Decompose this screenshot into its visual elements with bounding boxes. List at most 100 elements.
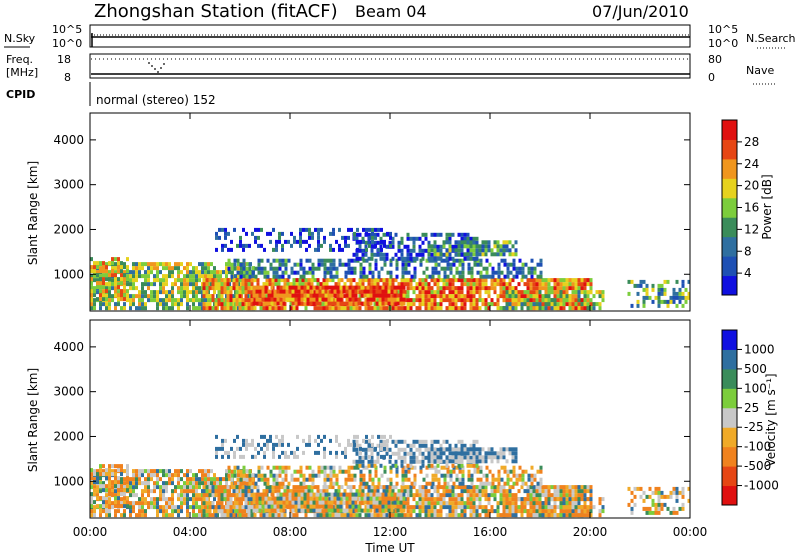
heatmap-cell	[358, 306, 362, 311]
heatmap-cell	[108, 497, 111, 502]
heatmap-cell	[343, 513, 347, 518]
heatmap-cell	[138, 294, 141, 299]
heatmap-cell	[389, 262, 393, 267]
heatmap-cell	[282, 504, 286, 509]
heatmap-cell	[457, 455, 461, 460]
heatmap-cell	[171, 286, 174, 291]
heatmap-cell	[541, 282, 545, 287]
heatmap-cell	[387, 297, 391, 302]
heatmap-cell	[375, 492, 379, 497]
heatmap-cell	[373, 252, 377, 257]
heatmap-cell	[334, 505, 338, 510]
heatmap-cell	[391, 236, 395, 241]
heatmap-cell	[496, 501, 500, 506]
heatmap-cell	[266, 481, 270, 486]
heatmap-cell	[207, 266, 210, 271]
heatmap-cell	[250, 493, 254, 498]
heatmap-cell	[111, 489, 114, 494]
heatmap-cell	[535, 485, 539, 490]
heatmap-cell	[93, 261, 96, 266]
heatmap-cell	[466, 455, 470, 460]
heatmap-cell	[341, 469, 345, 474]
heatmap-cell	[357, 301, 361, 306]
heatmap-cell	[205, 497, 209, 502]
heatmap-cell	[511, 447, 515, 452]
heatmap-cell	[242, 227, 245, 232]
heatmap-cell	[466, 252, 470, 257]
heatmap-cell	[499, 252, 503, 257]
heatmap-cell	[272, 258, 276, 263]
heatmap-cell	[415, 306, 419, 311]
heatmap-cell	[472, 439, 476, 444]
heatmap-cell	[535, 302, 539, 307]
freq-label-line1: Freq.	[6, 53, 33, 66]
heatmap-cell	[327, 508, 331, 513]
heatmap-cell	[180, 489, 183, 494]
heatmap-cell	[475, 463, 479, 468]
heatmap-cell	[565, 286, 569, 291]
heatmap-cell	[395, 469, 399, 474]
heatmap-cell	[153, 473, 156, 478]
heatmap-cell	[430, 463, 434, 468]
heatmap-cell	[309, 500, 313, 505]
heatmap-cell	[370, 248, 374, 253]
heatmap-cell	[463, 447, 467, 452]
heatmap-cell	[397, 290, 401, 295]
heatmap-cell	[108, 273, 111, 278]
heatmap-cell	[520, 505, 524, 510]
heatmap-cell	[230, 270, 234, 275]
heatmap-cell	[505, 240, 509, 245]
heatmap-cell	[499, 501, 503, 506]
heatmap-cell	[458, 258, 462, 263]
heatmap-cell	[369, 504, 373, 509]
heatmap-cell	[314, 266, 318, 271]
heatmap-cell	[515, 473, 519, 478]
heatmap-cell	[362, 481, 366, 486]
heatmap-cell	[211, 294, 215, 299]
heatmap-cell	[454, 302, 458, 307]
heatmap-cell	[330, 500, 334, 505]
heatmap-cell	[399, 289, 403, 294]
heatmap-cell	[502, 513, 506, 518]
heatmap-cell	[409, 513, 413, 518]
heatmap-cell	[463, 240, 467, 245]
heatmap-cell	[334, 489, 338, 494]
heatmap-cell	[469, 509, 473, 514]
heatmap-cell	[514, 290, 518, 295]
heatmap-cell	[114, 257, 117, 262]
heatmap-cell	[307, 282, 311, 287]
heatmap-cell	[217, 485, 221, 490]
heatmap-cell	[514, 493, 518, 498]
heatmap-cell	[360, 508, 364, 513]
heatmap-cell	[538, 489, 542, 494]
heatmap-cell	[442, 294, 446, 299]
heatmap-cell	[358, 443, 362, 448]
heatmap-cell	[252, 473, 255, 478]
heatmap-cell	[454, 278, 458, 283]
heatmap-cell	[267, 297, 271, 302]
heatmap-cell	[478, 497, 482, 502]
heatmap-cell	[466, 493, 470, 498]
heatmap-cell	[266, 465, 270, 470]
heatmap-cell	[511, 509, 515, 514]
heatmap-cell	[230, 247, 233, 252]
heatmap-cell	[394, 302, 398, 307]
heatmap-cell	[574, 286, 578, 291]
heatmap-cell	[296, 454, 299, 459]
heatmap-cell	[295, 513, 299, 518]
heatmap-cell	[472, 252, 476, 257]
heatmap-cell	[425, 481, 429, 486]
heatmap-cell	[385, 451, 389, 456]
heatmap-cell	[424, 501, 428, 506]
heatmap-cell	[475, 455, 479, 460]
heatmap-cell	[529, 509, 533, 514]
heatmap-cell	[195, 489, 198, 494]
heatmap-cell	[497, 266, 501, 271]
heatmap-cell	[376, 513, 380, 518]
heatmap-cell	[530, 274, 534, 279]
heatmap-cell	[397, 256, 401, 261]
heatmap-cell	[217, 497, 221, 502]
heatmap-cell	[478, 451, 482, 456]
heatmap-cell	[384, 508, 388, 513]
heatmap-cell	[415, 493, 419, 498]
